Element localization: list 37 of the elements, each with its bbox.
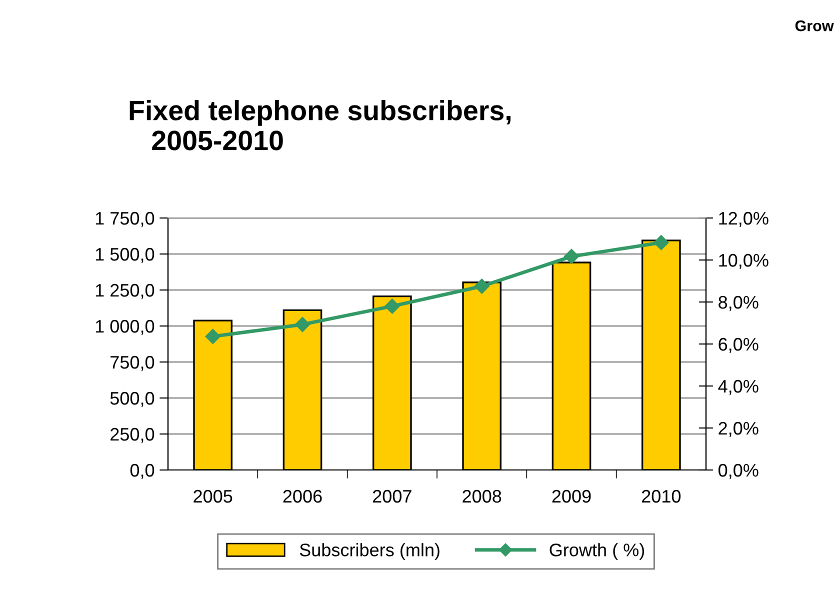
y-tick-label: 1 500,0 <box>96 248 154 263</box>
point <box>654 235 669 250</box>
y2-tick-label: 4,0% <box>718 380 758 395</box>
x-tick-label: 2007 <box>372 490 412 503</box>
legend-label: Subscribers (mln) <box>300 543 440 560</box>
y2-tick-label: 0,0% <box>718 464 758 479</box>
x-tick-label: 2006 <box>283 490 322 503</box>
y-tick-label: 1 250,0 <box>96 284 154 299</box>
x-tick-label: 2010 <box>642 490 681 503</box>
y2-tick-label: 8,0% <box>718 296 758 311</box>
chart-title: Fixed telephone subscribers, 2005-2010 <box>130 100 511 150</box>
y-tick-label: 1 750,0 <box>96 212 154 227</box>
y-tick-label: 750,0 <box>110 356 154 371</box>
bar <box>193 320 232 470</box>
x-tick-label: 2009 <box>552 490 591 503</box>
bar <box>462 282 502 470</box>
y-tick-label: 0,0 <box>130 464 154 479</box>
x-tick-label: 2005 <box>194 490 232 503</box>
y2-tick-label: 12,0% <box>719 212 768 227</box>
bar <box>372 296 412 470</box>
bar <box>642 240 681 470</box>
x-tick-label: 2008 <box>462 490 502 503</box>
y-tick-label: 250,0 <box>110 428 154 443</box>
y2-tick-label: 2,0% <box>718 422 758 437</box>
point <box>564 248 580 264</box>
point <box>474 278 490 294</box>
y-tick-label: 1 000,0 <box>96 320 154 335</box>
legend-label: Growth ( %) <box>550 543 644 560</box>
text: Grow <box>795 20 834 32</box>
point <box>205 328 220 344</box>
bar <box>282 309 322 470</box>
point <box>384 298 400 314</box>
point <box>294 316 310 332</box>
y2-tick-label: 10,0% <box>719 254 768 269</box>
y-tick-label: 500,0 <box>110 392 154 407</box>
y2-tick-label: 6,0% <box>718 338 758 353</box>
bar <box>552 262 592 470</box>
